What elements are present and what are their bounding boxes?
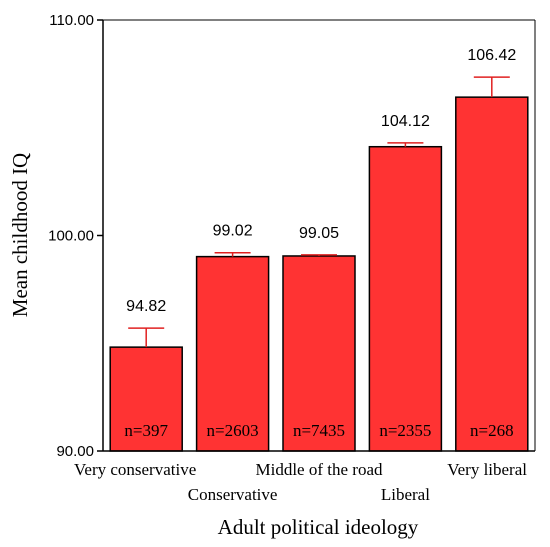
- value-label: 99.02: [213, 223, 253, 240]
- y-tick-label: 90.00: [56, 443, 94, 460]
- category-label: Very conservative: [74, 460, 196, 479]
- value-label: 106.42: [467, 47, 516, 64]
- x-axis-title: Adult political ideology: [218, 515, 419, 539]
- n-label: n=7435: [293, 421, 345, 440]
- y-tick-label: 110.00: [49, 12, 94, 29]
- category-label: Middle of the road: [256, 460, 383, 479]
- y-axis-title: Mean childhood IQ: [8, 153, 32, 317]
- bar: [368, 145, 443, 452]
- bar: [109, 346, 183, 452]
- value-label: 104.12: [381, 113, 430, 130]
- error-bars-layer: [128, 76, 510, 348]
- category-label: Liberal: [381, 485, 430, 504]
- value-label: 94.82: [126, 298, 166, 315]
- value-label: 99.05: [299, 225, 339, 242]
- labels-layer: 94.82 n=397 Very conservative 99.02 n=2603 Co…: [74, 47, 527, 504]
- bar: [195, 255, 270, 452]
- axes-layer: 90.00 100.00 110.00: [48, 12, 536, 460]
- n-label: n=2603: [207, 421, 259, 440]
- y-tick-label: 100.00: [48, 228, 94, 245]
- bar: [455, 96, 529, 452]
- n-label: n=2355: [379, 421, 431, 440]
- n-label: n=397: [124, 421, 168, 440]
- category-label: Conservative: [188, 485, 278, 504]
- category-label: Very liberal: [447, 460, 527, 479]
- n-label: n=268: [470, 421, 514, 440]
- bars-layer: [109, 96, 529, 452]
